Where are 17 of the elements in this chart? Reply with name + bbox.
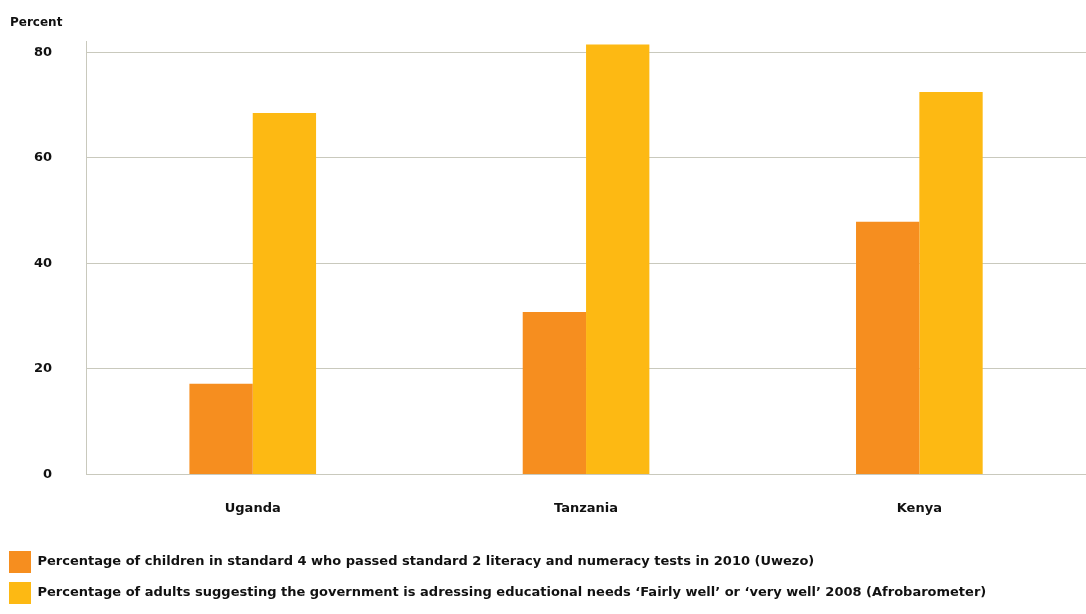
y-tick-label: 0 (43, 465, 53, 481)
y-tick-label: 80 (34, 43, 53, 59)
x-tick-label: Kenya (896, 499, 942, 515)
bar (856, 221, 920, 474)
y-tick-label: 40 (34, 254, 53, 270)
y-axis-title: Percent (10, 15, 63, 30)
legend-label: Percentage of adults suggesting the government is adressing educational needs ‘Fairly well’ or ‘very well’ 2008 (Afrobarometer) (37, 584, 987, 600)
y-tick-label: 60 (34, 149, 53, 165)
bar (252, 113, 317, 474)
y-tick-label: 20 (34, 360, 53, 376)
bar (919, 91, 983, 474)
legend-label: Percentage of children in standard 4 who passed standard 2 literacy and numeracy tests in 2010 (Uwezo) (37, 553, 815, 569)
bar (586, 44, 650, 474)
bar (189, 383, 253, 474)
x-tick-label: Tanzania (554, 499, 619, 515)
x-tick-label: Uganda (224, 499, 281, 515)
bar (522, 311, 587, 474)
